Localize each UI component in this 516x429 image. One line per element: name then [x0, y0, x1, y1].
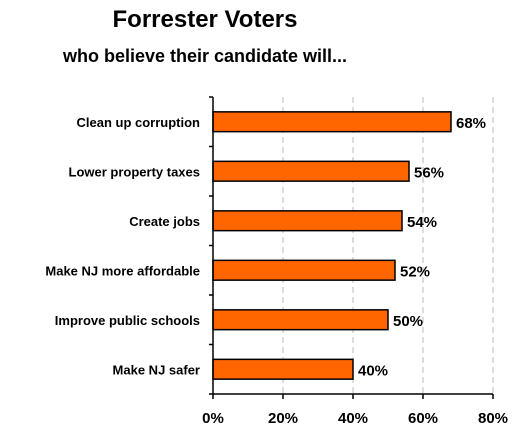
x-tick-label-20: 20%	[268, 410, 298, 427]
grid-lines	[282, 97, 494, 394]
value-label-0: 68%	[456, 115, 486, 132]
value-label-1: 56%	[414, 164, 444, 181]
x-tick-label-40: 40%	[338, 410, 368, 427]
value-label-3: 52%	[400, 263, 430, 280]
bar-2	[212, 210, 403, 232]
bar-0	[212, 111, 452, 133]
axes	[209, 96, 494, 399]
value-label-2: 54%	[407, 214, 437, 231]
category-label-3: Make NJ more affordable	[45, 263, 200, 278]
x-tick-label-60: 60%	[408, 410, 438, 427]
bar-5	[212, 358, 354, 380]
category-label-2: Create jobs	[129, 214, 200, 229]
bar-4	[212, 309, 389, 331]
chart-subtitle: who believe their candidate will...	[62, 46, 348, 66]
x-tick-label-0: 0%	[202, 410, 224, 427]
labels: Clean up corruption 68% Lower property tax…	[45, 115, 508, 427]
category-label-0: Clean up corruption	[77, 115, 201, 130]
bar-1	[212, 160, 410, 182]
category-label-5: Make NJ safer	[113, 362, 200, 377]
category-label-4: Improve public schools	[55, 313, 200, 328]
x-tick-label-80: 80%	[478, 410, 508, 427]
category-label-1: Lower property taxes	[69, 164, 201, 179]
bars	[212, 111, 452, 380]
value-label-4: 50%	[393, 313, 423, 330]
chart-title: Forrester Voters	[112, 6, 298, 33]
bar-3	[212, 259, 396, 281]
value-label-5: 40%	[358, 362, 388, 379]
